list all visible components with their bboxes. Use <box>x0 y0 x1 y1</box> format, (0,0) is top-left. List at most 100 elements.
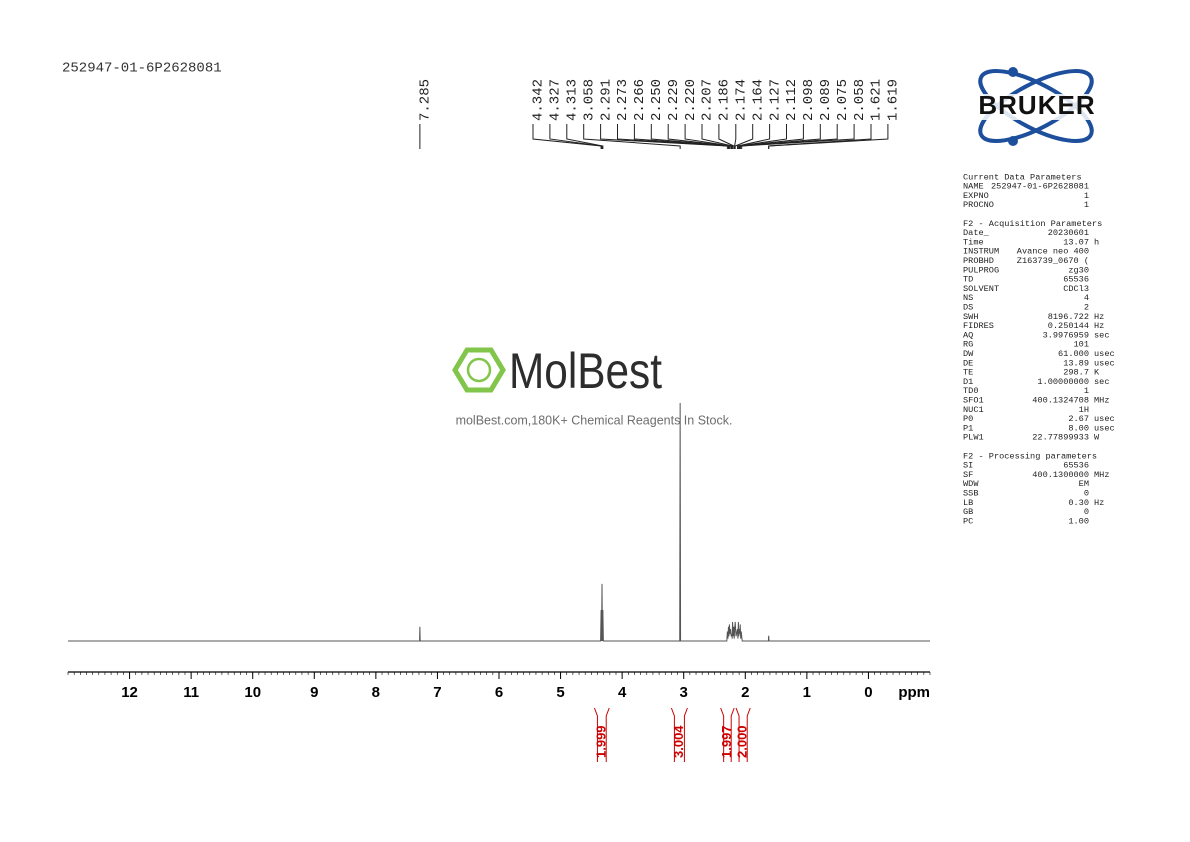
peak-leader <box>718 124 735 149</box>
peak-label: 2.207 <box>700 79 716 121</box>
peak-leader <box>701 124 734 149</box>
parameter-unit: usec <box>1094 358 1115 368</box>
parameter-value: Z163739_0670 ( <box>1017 256 1089 266</box>
peak-label: 1.619 <box>886 79 902 121</box>
x-tick-label: 12 <box>121 684 138 701</box>
x-tick-label: 4 <box>618 684 627 701</box>
parameter-key: DW <box>963 349 974 359</box>
x-tick-label: 5 <box>556 684 564 701</box>
integral-bracket <box>593 707 610 762</box>
peak-leader <box>739 124 821 149</box>
parameter-value: 0.30 <box>1068 498 1089 508</box>
x-tick-label: 8 <box>372 684 380 701</box>
peak-leader <box>667 124 732 149</box>
bruker-logo: BRUKER <box>958 67 1116 146</box>
peak-label: 2.229 <box>666 79 682 121</box>
peak-label: 2.075 <box>835 79 851 121</box>
x-tick-label: 3 <box>680 684 688 701</box>
parameter-value: zg30 <box>1068 265 1089 275</box>
integral-label: 1.999 <box>593 725 608 758</box>
peak-label: 2.089 <box>818 79 834 121</box>
parameter-value: 1 <box>1084 386 1089 396</box>
parameter-unit: MHz <box>1094 470 1109 480</box>
x-tick-label: 1 <box>803 684 811 701</box>
peak-leader <box>650 124 731 149</box>
x-axis-label: ppm <box>898 684 930 701</box>
peak-label: 2.220 <box>683 79 699 121</box>
parameter-key: WDW <box>963 479 979 489</box>
peak-label: 7.285 <box>418 79 434 121</box>
parameter-key: PROBHD <box>963 256 994 266</box>
parameter-key: GB <box>963 507 973 517</box>
peak-label: 2.186 <box>717 79 733 121</box>
x-tick-label: 9 <box>310 684 318 701</box>
logo-text: BRUKER <box>978 90 1095 120</box>
parameter-value: 1.00 <box>1068 516 1089 526</box>
parameter-key: TD0 <box>963 386 978 396</box>
parameter-key: P0 <box>963 414 973 424</box>
parameter-unit: K <box>1094 368 1100 378</box>
watermark-tagline: molBest.com,180K+ Chemical Reagents In S… <box>456 413 733 427</box>
parameter-value: 2.67 <box>1068 414 1089 424</box>
parameter-value: 65536 <box>1063 461 1089 471</box>
peak-leader <box>740 124 838 149</box>
x-tick-label: 10 <box>244 684 261 701</box>
parameter-unit: usec <box>1094 423 1115 433</box>
parameter-unit: sec <box>1094 377 1109 387</box>
parameter-unit: usec <box>1094 414 1115 424</box>
parameter-value: 65536 <box>1063 275 1089 285</box>
x-tick-label: 7 <box>433 684 441 701</box>
parameter-key: TD <box>963 275 973 285</box>
parameter-value: 1H <box>1079 405 1089 415</box>
integral-label: 2.000 <box>735 725 750 758</box>
peak-label: 2.174 <box>734 79 750 121</box>
peak-label: 2.291 <box>598 79 614 121</box>
peak-leader <box>768 124 889 149</box>
parameter-key: NS <box>963 293 973 303</box>
peak-leader <box>633 124 730 149</box>
parameter-key: SFO1 <box>963 395 984 405</box>
parameter-value: 400.1324708 <box>1032 395 1089 405</box>
parameter-value: 0.250144 <box>1048 321 1089 331</box>
logo-orbit <box>978 69 1094 143</box>
peak-leader <box>734 124 737 149</box>
peak-leader <box>684 124 733 149</box>
parameter-value: 22.77899933 <box>1032 433 1089 443</box>
parameter-key: SSB <box>963 488 978 498</box>
logo-dot <box>1008 67 1018 77</box>
logo-dot <box>1008 136 1018 146</box>
peak-leader <box>734 124 754 149</box>
peak-label: 4.342 <box>531 79 547 121</box>
parameter-key: Time <box>963 237 984 247</box>
parameter-unit: Hz <box>1094 321 1104 331</box>
parameter-key: AQ <box>963 330 973 340</box>
parameter-key: SF <box>963 470 973 480</box>
parameter-unit: h <box>1094 237 1099 247</box>
parameter-key: SOLVENT <box>963 284 999 294</box>
parameter-key: PULPROG <box>963 265 999 275</box>
x-tick-label: 0 <box>864 684 872 701</box>
parameter-value: 2 <box>1084 302 1089 312</box>
parameter-value: 8.00 <box>1068 423 1089 433</box>
parameter-value: 298.7 <box>1063 368 1089 378</box>
parameter-value: 1.00000000 <box>1037 377 1089 387</box>
parameter-value: 8196.722 <box>1048 312 1089 322</box>
parameter-value: 4 <box>1084 293 1089 303</box>
parameter-value: 1 <box>1084 200 1089 210</box>
parameter-unit: Hz <box>1094 312 1104 322</box>
peak-label: 2.112 <box>784 79 800 121</box>
parameter-key: Date_ <box>963 228 990 238</box>
spectrum-title: 252947-01-6P2628081 <box>62 61 222 77</box>
parameter-key: SWH <box>963 312 978 322</box>
parameter-key: EXPNO <box>963 191 989 201</box>
parameter-key: TE <box>963 368 973 378</box>
parameter-group-title: F2 - Acquisition Parameters <box>963 219 1102 229</box>
spectrum-line <box>68 402 930 642</box>
peak-label: 2.058 <box>852 79 868 121</box>
parameter-unit: W <box>1094 433 1100 443</box>
parameter-value: CDCl3 <box>1063 284 1089 294</box>
parameter-unit: Hz <box>1094 498 1104 508</box>
peak-label: 2.266 <box>632 79 648 121</box>
parameter-value: 61.000 <box>1058 349 1089 359</box>
